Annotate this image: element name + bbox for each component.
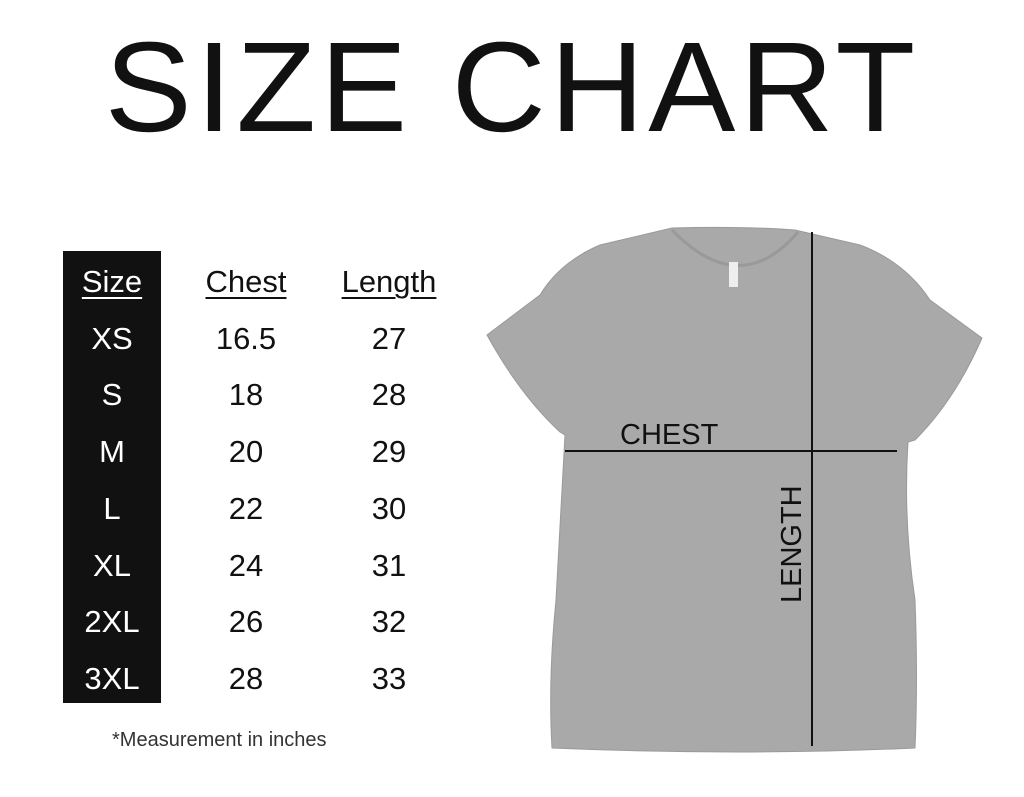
cell-length: 33: [371, 660, 407, 696]
cell-size: S: [101, 377, 123, 413]
cell-length: 27: [371, 320, 407, 356]
length-label: LENGTH: [776, 485, 808, 603]
cell-chest: 20: [228, 434, 264, 470]
cell-length: 29: [371, 434, 407, 470]
size-column-background: [63, 251, 161, 703]
cell-size: XS: [91, 320, 133, 356]
cell-length: 30: [371, 490, 407, 526]
cell-size: L: [103, 490, 121, 526]
tshirt-tag: [729, 262, 738, 287]
cell-chest: 16.5: [215, 320, 277, 356]
cell-size: 2XL: [84, 604, 140, 640]
cell-size: XL: [93, 547, 131, 583]
cell-length: 32: [371, 604, 407, 640]
cell-chest: 18: [228, 377, 264, 413]
measurement-footnote: *Measurement in inches: [112, 729, 327, 751]
cell-chest: 28: [228, 660, 264, 696]
chest-label: CHEST: [620, 419, 719, 451]
cell-size: M: [99, 434, 125, 470]
header-length: Length: [341, 264, 437, 299]
tshirt-shape: [486, 226, 983, 753]
header-chest: Chest: [205, 264, 287, 299]
cell-chest: 22: [228, 490, 264, 526]
cell-length: 31: [371, 547, 407, 583]
header-size: Size: [81, 264, 143, 299]
cell-chest: 24: [228, 547, 264, 583]
cell-length: 28: [371, 377, 407, 413]
cell-chest: 26: [228, 604, 264, 640]
cell-size: 3XL: [84, 660, 140, 696]
page-title: SIZE CHART: [104, 16, 920, 159]
